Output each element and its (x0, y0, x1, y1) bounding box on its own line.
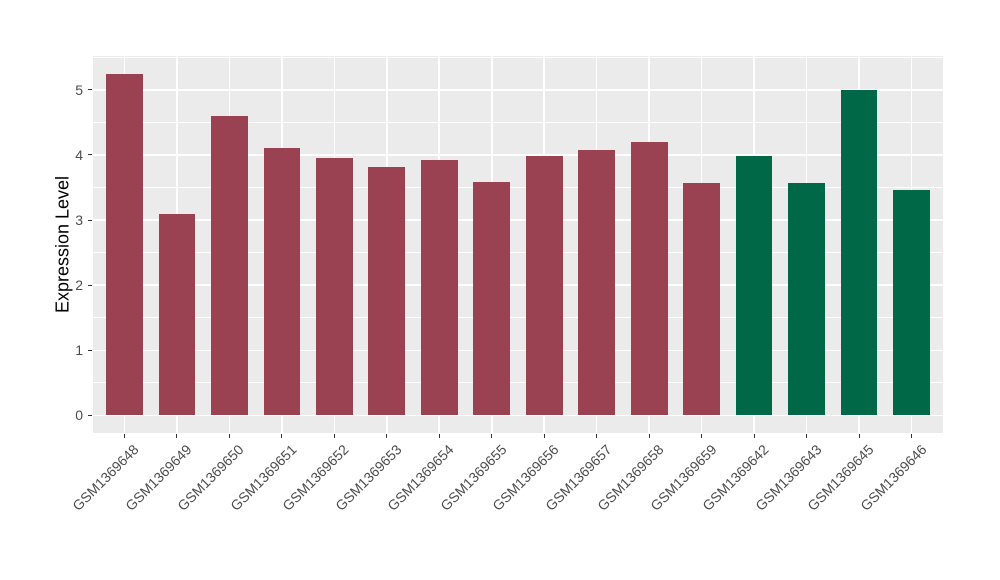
bar-GSM1369649 (158, 214, 196, 416)
y-axis-tick (88, 154, 92, 156)
x-axis-tick (701, 434, 703, 438)
x-axis-tick (333, 434, 335, 438)
bar-GSM1369645 (840, 89, 878, 416)
y-axis-tick (88, 414, 92, 416)
bar-GSM1369642 (735, 155, 773, 416)
bar-GSM1369653 (368, 167, 406, 416)
bar-GSM1369648 (106, 73, 143, 416)
minor-gridline (93, 252, 943, 254)
bar-GSM1369646 (893, 190, 930, 416)
major-gridline (93, 349, 943, 352)
y-axis-tick (88, 284, 92, 286)
y-tick-label: 1 (75, 342, 83, 359)
x-axis-tick (911, 434, 913, 438)
bar-GSM1369658 (630, 141, 668, 416)
minor-gridline (93, 121, 943, 123)
major-gridline (93, 89, 943, 91)
plot-panel (93, 56, 943, 433)
major-gridline (93, 219, 943, 221)
x-axis-tick (858, 434, 860, 438)
x-axis-tick (596, 434, 598, 438)
y-tick-label: 2 (75, 277, 83, 294)
x-axis-tick (123, 434, 125, 438)
bar-GSM1369656 (525, 156, 563, 416)
y-tick-label: 5 (75, 81, 83, 98)
major-gridline (93, 154, 943, 156)
x-axis-tick (386, 434, 388, 438)
x-axis-tick (281, 434, 283, 438)
x-axis-tick (228, 434, 230, 438)
bar-GSM1369651 (263, 148, 301, 416)
bar-GSM1369657 (578, 149, 616, 416)
y-tick-label: 3 (75, 212, 83, 229)
bar-GSM1369643 (788, 182, 825, 416)
y-tick-label: 4 (75, 146, 83, 163)
bar-GSM1369652 (315, 157, 353, 416)
x-axis-tick (438, 434, 440, 438)
bar-GSM1369654 (420, 159, 458, 416)
x-axis-tick (176, 434, 178, 438)
x-axis-tick (491, 434, 493, 438)
x-axis-tick (543, 434, 545, 438)
y-axis-tick (88, 89, 92, 91)
minor-gridline (93, 56, 943, 58)
bar-GSM1369659 (683, 182, 720, 416)
minor-gridline (93, 317, 943, 319)
y-axis-tick (88, 349, 92, 351)
y-axis-tick (88, 219, 92, 221)
x-axis-tick (753, 434, 755, 438)
minor-gridline (93, 187, 943, 189)
y-axis-title: Expression Level (52, 175, 73, 313)
y-tick-label: 0 (75, 407, 83, 424)
x-axis-tick (648, 434, 650, 438)
bar-GSM1369650 (211, 115, 248, 416)
major-gridline (93, 414, 943, 417)
x-axis-tick (806, 434, 808, 438)
bar-GSM1369655 (473, 181, 511, 416)
major-gridline (93, 284, 943, 286)
minor-gridline (93, 382, 943, 384)
